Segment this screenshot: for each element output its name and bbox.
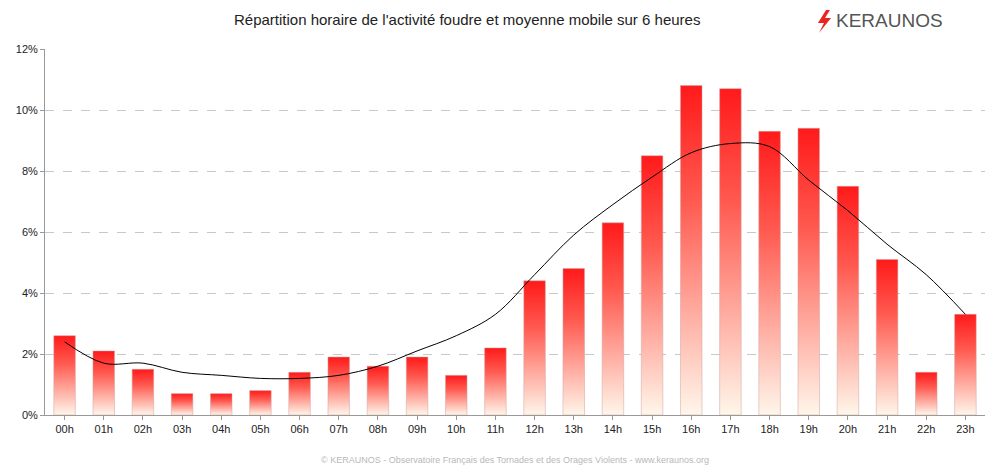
svg-text:11h: 11h — [487, 423, 505, 435]
svg-text:07h: 07h — [330, 423, 348, 435]
svg-text:Répartition horaire de l'activ: Répartition horaire de l'activité foudre… — [234, 11, 700, 28]
svg-text:4%: 4% — [22, 287, 38, 299]
svg-text:19h: 19h — [800, 423, 818, 435]
svg-text:20h: 20h — [839, 423, 857, 435]
svg-text:12%: 12% — [16, 43, 38, 55]
svg-text:22h: 22h — [917, 423, 935, 435]
svg-text:09h: 09h — [408, 423, 426, 435]
svg-text:18h: 18h — [760, 423, 778, 435]
svg-text:04h: 04h — [212, 423, 230, 435]
svg-text:KERAUNOS: KERAUNOS — [836, 10, 943, 31]
svg-text:01h: 01h — [95, 423, 113, 435]
svg-text:23h: 23h — [956, 423, 974, 435]
svg-text:03h: 03h — [173, 423, 191, 435]
svg-text:10h: 10h — [447, 423, 465, 435]
svg-text:16h: 16h — [682, 423, 700, 435]
svg-text:12h: 12h — [525, 423, 543, 435]
svg-text:© KERAUNOS - Observatoire Fran: © KERAUNOS - Observatoire Français des T… — [321, 455, 709, 465]
svg-text:02h: 02h — [134, 423, 152, 435]
svg-text:0%: 0% — [22, 409, 38, 421]
svg-text:8%: 8% — [22, 165, 38, 177]
svg-text:14h: 14h — [604, 423, 622, 435]
svg-text:2%: 2% — [22, 348, 38, 360]
svg-text:00h: 00h — [55, 423, 73, 435]
svg-text:21h: 21h — [878, 423, 896, 435]
svg-text:15h: 15h — [643, 423, 661, 435]
svg-text:06h: 06h — [290, 423, 308, 435]
svg-text:6%: 6% — [22, 226, 38, 238]
svg-text:10%: 10% — [16, 104, 38, 116]
svg-text:13h: 13h — [565, 423, 583, 435]
svg-text:08h: 08h — [369, 423, 387, 435]
svg-text:05h: 05h — [251, 423, 269, 435]
svg-text:17h: 17h — [721, 423, 739, 435]
